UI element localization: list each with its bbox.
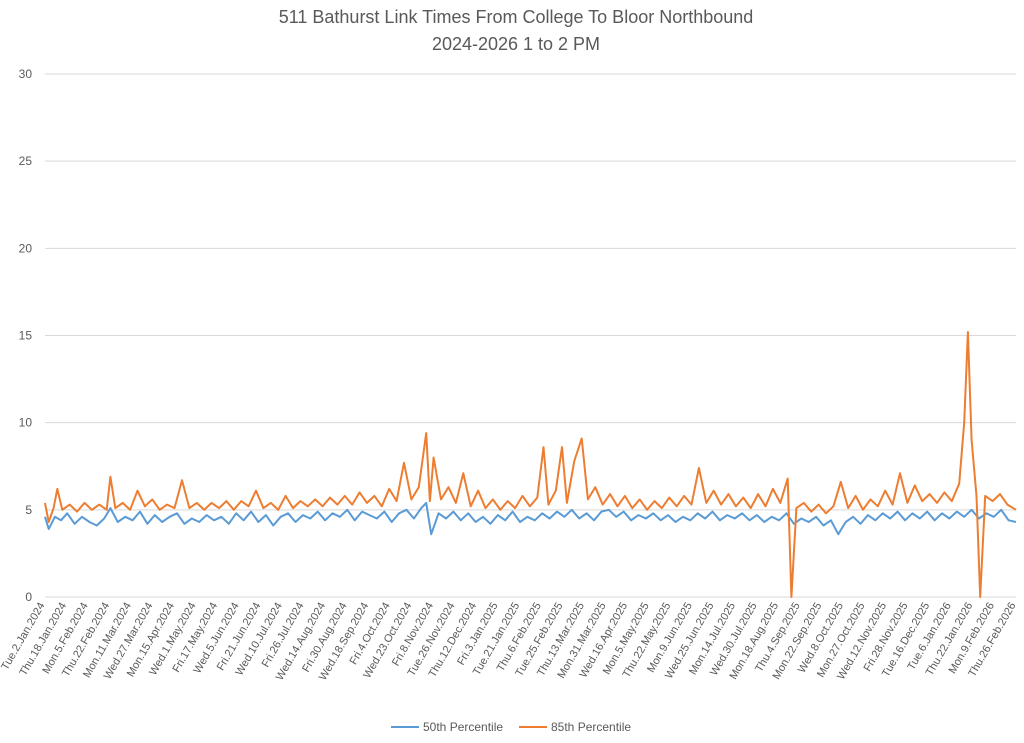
y-tick-label: 10 bbox=[19, 416, 33, 430]
y-tick-label: 5 bbox=[25, 503, 32, 517]
y-axis-ticks: 0 5 10 15 20 25 30 bbox=[19, 67, 33, 604]
chart-subtitle: 2024-2026 1 to 2 PM bbox=[432, 34, 600, 54]
series-line-85th-percentile bbox=[44, 331, 1017, 598]
chart-title: 511 Bathurst Link Times From College To … bbox=[279, 7, 754, 27]
y-tick-label: 0 bbox=[25, 590, 32, 604]
gridlines bbox=[45, 73, 1016, 598]
x-axis-ticks: Tue.2.Jan.2024Thu.18.Jan.2024Mon.5.Feb.2… bbox=[0, 600, 1019, 682]
y-tick-label: 25 bbox=[19, 154, 33, 168]
y-tick-label: 15 bbox=[19, 329, 33, 343]
legend: 50th Percentile 85th Percentile bbox=[391, 720, 631, 734]
legend-item: 50th Percentile bbox=[391, 720, 503, 734]
legend-item: 85th Percentile bbox=[519, 720, 631, 734]
y-tick-label: 30 bbox=[19, 67, 33, 81]
series-line-50th-percentile bbox=[44, 501, 1017, 536]
y-tick-label: 20 bbox=[19, 241, 33, 255]
legend-label: 50th Percentile bbox=[423, 720, 503, 734]
legend-label: 85th Percentile bbox=[551, 720, 631, 734]
series-layer bbox=[44, 331, 1017, 598]
